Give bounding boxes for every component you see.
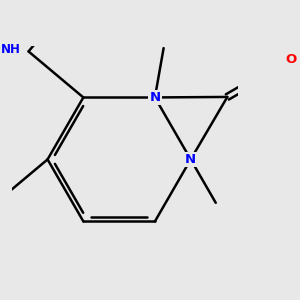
Text: N: N — [149, 91, 161, 104]
Text: O: O — [286, 53, 297, 66]
Text: NH: NH — [1, 43, 21, 56]
Text: N: N — [185, 153, 196, 166]
